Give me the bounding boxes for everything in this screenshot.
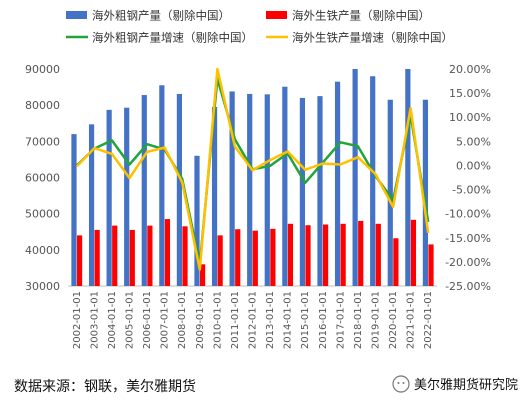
bar-pig-iron [235, 229, 241, 286]
bar-pig-iron [217, 235, 223, 286]
brand-label: 美尔雅期货研究院 [392, 374, 518, 393]
x-tick-label: 2012-01-01 [248, 291, 259, 349]
y-left-tick-label: 90000 [25, 63, 60, 76]
x-tick-label: 2018-01-01 [353, 291, 364, 349]
bar-crude-steel [370, 76, 376, 286]
bar-crude-steel [334, 81, 341, 287]
bar-pig-iron [182, 226, 188, 286]
line-pig-iron-growth [75, 67, 430, 271]
legend-label-0: 海外粗钢产量（剔除中国） [92, 9, 230, 23]
legend-swatch-1 [266, 11, 287, 19]
y-left-tick-label: 40000 [25, 244, 60, 257]
y-right-tick-label: -5.00% [452, 184, 491, 197]
bar-crude-steel [405, 69, 411, 286]
bar-pig-iron [305, 225, 311, 286]
y-right-tick-label: 10.00% [449, 111, 491, 124]
brand-text: 美尔雅期货研究院 [413, 378, 518, 393]
y-left-tick-label: 30000 [25, 280, 60, 293]
legend-label-3: 海外生铁产量增速（剔除中国） [292, 31, 453, 45]
x-tick-label: 2003-01-01 [89, 291, 100, 349]
bar-crude-steel [211, 106, 218, 286]
bar-pig-iron [94, 229, 100, 286]
bar-pig-iron [340, 223, 346, 286]
x-tick-label: 2016-01-01 [318, 291, 329, 349]
x-tick-label: 2014-01-01 [283, 291, 294, 349]
bar-pig-iron [270, 228, 276, 286]
x-tick-label: 2010-01-01 [212, 291, 223, 349]
wechat-icon [392, 374, 410, 393]
x-tick-label: 2008-01-01 [177, 291, 188, 349]
bar-pig-iron [129, 229, 135, 286]
lines [75, 67, 430, 271]
bar-crude-steel [352, 69, 358, 286]
x-tick-label: 2015-01-01 [300, 291, 311, 349]
axes: 30000 40000 50000 60000 70000 80000 90000 -25.0… [25, 63, 491, 349]
bar-crude-steel [71, 134, 77, 286]
bar-crude-steel [141, 95, 147, 286]
bar-crude-steel [88, 124, 95, 287]
bar-crude-steel [422, 99, 429, 286]
legend-swatch-0 [66, 11, 87, 19]
y-right-tick-label: 20.00% [449, 63, 491, 76]
bar-crude-steel [282, 86, 288, 286]
bar-pig-iron [287, 223, 294, 286]
bar-crude-steel [106, 109, 112, 286]
x-tick-label: 2006-01-01 [142, 291, 153, 349]
y-left-tick-label: 50000 [25, 208, 60, 221]
bar-crude-steel [176, 93, 183, 286]
y-right-tick-label: 15.00% [449, 87, 491, 100]
x-tick-label: 2019-01-01 [371, 291, 382, 349]
y-right-tick-label: -20.00% [445, 256, 491, 269]
source-note: 数据来源：钢联，美尔雅期货 [14, 379, 196, 395]
x-tick-label: 2004-01-01 [107, 291, 118, 349]
legend-label-1: 海外生铁产量（剔除中国） [292, 9, 430, 23]
x-tick-label: 2022-01-01 [423, 291, 434, 349]
y-right-tick-label: 0.00% [456, 159, 491, 172]
bars [71, 69, 434, 287]
bar-pig-iron [76, 235, 83, 286]
x-tick-label: 2011-01-01 [230, 291, 241, 349]
x-tick-label: 2017-01-01 [335, 291, 346, 349]
x-tick-label: 2007-01-01 [160, 291, 171, 349]
bar-crude-steel [387, 99, 393, 286]
x-tick-label: 2005-01-01 [125, 291, 136, 349]
legend: 海外粗钢产量（剔除中国） 海外生铁产量（剔除中国） 海外粗钢产量增速（剔除中国） 海外… [66, 9, 453, 45]
bar-crude-steel [229, 91, 235, 286]
bar-crude-steel [159, 85, 165, 287]
bar-pig-iron [375, 223, 381, 286]
x-tick-label: 2020-01-01 [388, 291, 399, 349]
y-right-tick-label: -15.00% [445, 232, 491, 245]
y-right-tick-label: -25.00% [445, 280, 491, 293]
y-left-tick-label: 60000 [25, 172, 60, 185]
bar-pig-iron [147, 225, 153, 286]
x-tick-label: 2021-01-01 [406, 291, 417, 349]
bar-pig-iron [322, 224, 329, 286]
x-tick-label: 2009-01-01 [195, 291, 206, 349]
x-tick-label: 2002-01-01 [72, 291, 83, 349]
bar-pig-iron [164, 219, 171, 286]
legend-label-2: 海外粗钢产量增速（剔除中国） [92, 31, 253, 45]
y-left-tick-label: 70000 [25, 135, 60, 148]
bar-crude-steel [194, 155, 200, 286]
bar-crude-steel [299, 97, 306, 286]
bar-crude-steel [247, 93, 253, 286]
y-left-tick-label: 80000 [25, 99, 60, 112]
x-tick-label: 2013-01-01 [265, 291, 276, 349]
chart: 海外粗钢产量（剔除中国） 海外生铁产量（剔除中国） 海外粗钢产量增速（剔除中国） 海外… [25, 9, 491, 350]
y-right-tick-label: 5.00% [456, 135, 491, 148]
bar-crude-steel [124, 107, 130, 286]
bar-pig-iron [252, 230, 258, 286]
bar-pig-iron [393, 238, 399, 286]
bar-crude-steel [317, 96, 323, 286]
bar-pig-iron [358, 220, 364, 286]
y-right-tick-label: -10.00% [445, 208, 491, 221]
bar-crude-steel [264, 94, 270, 286]
bar-pig-iron [199, 264, 206, 286]
bar-pig-iron [410, 219, 417, 286]
bar-pig-iron [428, 244, 434, 286]
bar-pig-iron [112, 225, 118, 286]
